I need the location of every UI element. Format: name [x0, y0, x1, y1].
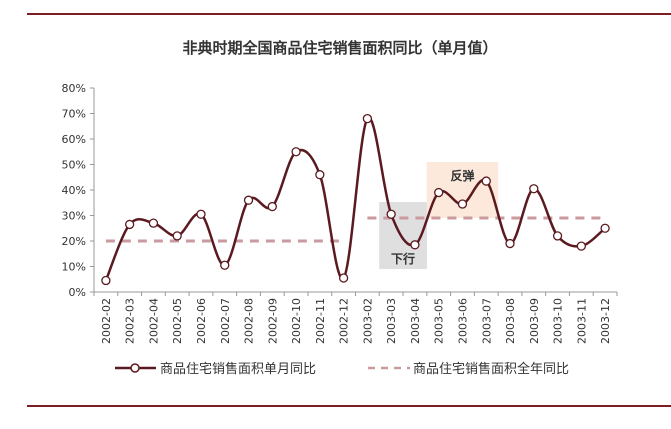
x-tick-label: 2002-02 — [100, 298, 113, 344]
data-point — [291, 147, 301, 157]
x-tick-label: 2003-04 — [409, 298, 422, 344]
x-tick-label: 2003-07 — [480, 298, 493, 344]
annotation-label: 下行 — [391, 251, 415, 266]
x-tick-label: 2003-02 — [361, 298, 374, 344]
x-tick-label: 2002-04 — [147, 298, 160, 344]
x-tick-label: 2003-03 — [385, 298, 398, 344]
y-tick-label: 20% — [62, 235, 86, 248]
data-point — [552, 231, 563, 241]
x-tick-label: 2002-09 — [266, 298, 279, 344]
data-point — [457, 199, 468, 209]
data-point — [434, 187, 444, 198]
y-tick-label: 40% — [62, 184, 86, 197]
data-point — [338, 273, 349, 283]
x-tick-label: 2002-07 — [219, 298, 232, 344]
data-point — [505, 238, 515, 249]
chart-title: 非典时期全国商品住宅销售面积同比（单月值） — [182, 39, 497, 57]
data-point — [529, 184, 539, 194]
data-point — [315, 170, 325, 180]
data-point — [481, 176, 491, 186]
legend-label-monthly: 商品住宅销售面积单月同比 — [160, 361, 316, 377]
y-tick-label: 10% — [62, 261, 86, 274]
x-tick-label: 2003-08 — [504, 298, 517, 344]
data-point — [148, 218, 159, 228]
legend-label-annual: 商品住宅销售面积全年同比 — [413, 361, 569, 377]
data-point — [172, 231, 182, 241]
legend: 商品住宅销售面积单月同比 商品住宅销售面积全年同比 — [115, 361, 569, 377]
annotation-label: 反弹 — [450, 168, 474, 183]
data-point — [196, 209, 206, 219]
data-point — [243, 195, 254, 205]
x-tick-label: 2002-12 — [338, 298, 351, 344]
data-point — [600, 223, 610, 233]
x-tick-label: 2002-11 — [314, 298, 327, 344]
data-point — [267, 201, 277, 212]
x-tick-label: 2002-10 — [290, 298, 303, 344]
data-point — [220, 260, 230, 270]
x-tick-label: 2002-08 — [243, 298, 256, 344]
data-point — [362, 113, 373, 124]
data-point — [410, 240, 420, 250]
data-point — [576, 241, 586, 251]
data-point — [386, 209, 396, 219]
y-tick-label: 50% — [62, 159, 86, 172]
data-point — [125, 219, 135, 230]
x-tick-label: 2002-05 — [171, 298, 184, 344]
y-tick-label: 80% — [62, 82, 86, 95]
x-tick-label: 2002-03 — [124, 298, 137, 344]
legend-marker-monthly — [130, 363, 140, 373]
data-point — [101, 275, 111, 286]
y-tick-label: 70% — [62, 108, 86, 121]
x-tick-label: 2003-11 — [575, 298, 588, 344]
x-tick-label: 2003-05 — [433, 298, 446, 344]
y-tick-label: 60% — [62, 133, 86, 146]
y-tick-label: 0% — [69, 286, 86, 299]
monthly-yoy-line — [104, 116, 606, 282]
x-tick-label: 2002-06 — [195, 298, 208, 344]
x-tick-label: 2003-09 — [528, 298, 541, 344]
x-tick-label: 2003-06 — [456, 298, 469, 344]
y-tick-label: 30% — [62, 210, 86, 223]
x-tick-label: 2003-12 — [599, 298, 612, 344]
x-tick-label: 2003-10 — [552, 298, 565, 344]
